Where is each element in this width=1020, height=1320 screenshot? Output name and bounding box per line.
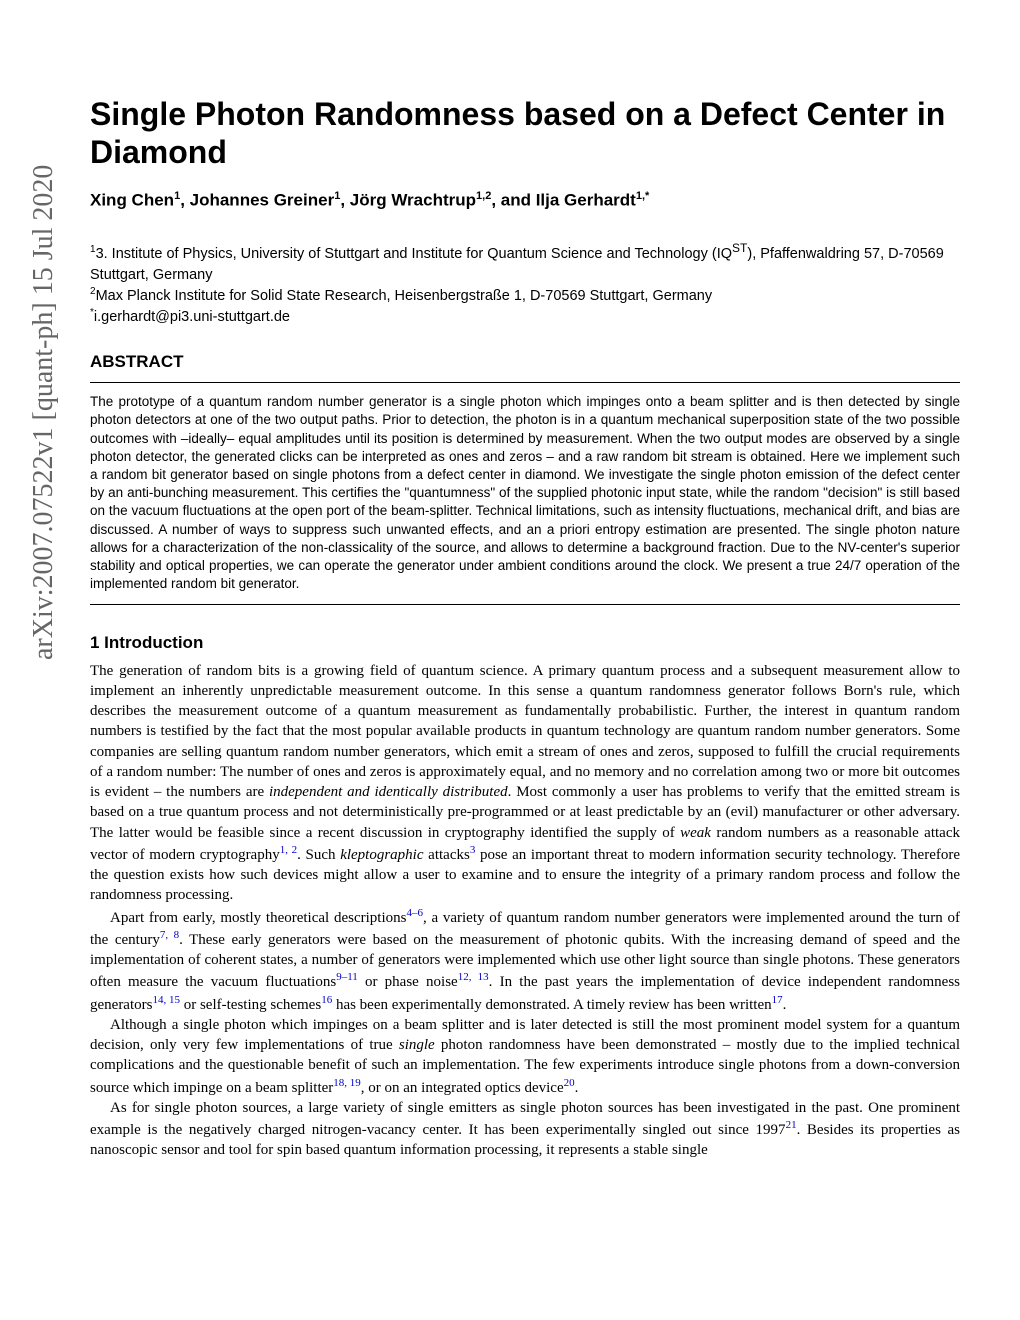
paper-content: Single Photon Randomness based on a Defe… <box>90 0 960 1161</box>
affiliation-2: 2Max Planck Institute for Solid State Re… <box>90 285 960 306</box>
author-list: Xing Chen1, Johannes Greiner1, Jörg Wrac… <box>90 190 960 211</box>
introduction-body: The generation of random bits is a growi… <box>90 661 960 1161</box>
intro-paragraph-3: Although a single photon which impinges … <box>90 1015 960 1098</box>
affiliations-block: 13. Institute of Physics, University of … <box>90 240 960 327</box>
paper-title: Single Photon Randomness based on a Defe… <box>90 95 960 172</box>
affiliation-1: 13. Institute of Physics, University of … <box>90 240 960 284</box>
arxiv-identifier: arXiv:2007.07522v1 [quant-ph] 15 Jul 202… <box>28 165 60 660</box>
abstract-heading: ABSTRACT <box>90 352 960 372</box>
intro-paragraph-2: Apart from early, mostly theoretical des… <box>90 906 960 1015</box>
section-1-heading: 1 Introduction <box>90 633 960 653</box>
abstract-text: The prototype of a quantum random number… <box>90 393 960 593</box>
corresponding-email: *i.gerhardt@pi3.uni-stuttgart.de <box>90 306 960 327</box>
intro-paragraph-1: The generation of random bits is a growi… <box>90 661 960 906</box>
abstract-box: The prototype of a quantum random number… <box>90 382 960 604</box>
intro-paragraph-4: As for single photon sources, a large va… <box>90 1098 960 1161</box>
